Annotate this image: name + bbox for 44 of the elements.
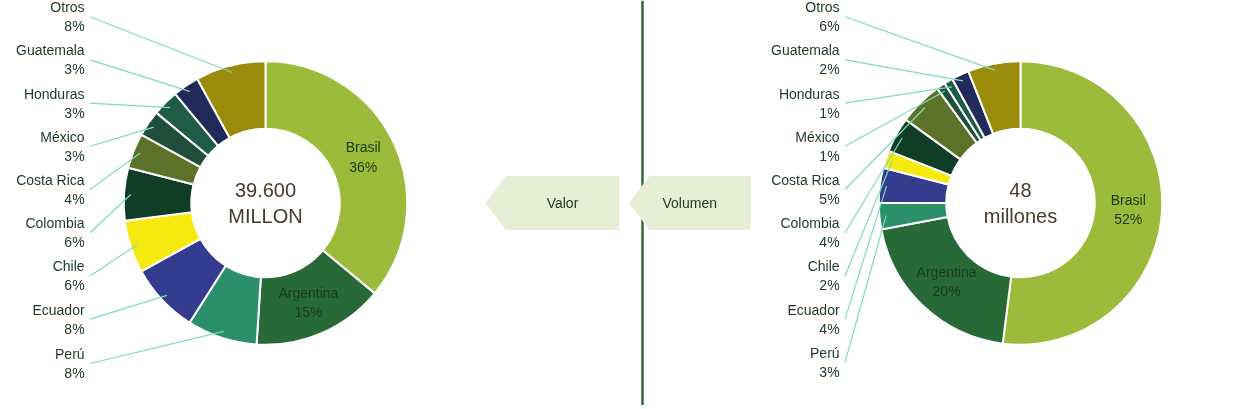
slice-label: Guatemala: [16, 42, 85, 59]
data-label: 4%: [819, 320, 840, 337]
data-label: 2%: [819, 61, 840, 78]
slice-label: Perú: [810, 344, 840, 361]
data-label: 1%: [819, 104, 840, 121]
data-label: 3%: [64, 104, 85, 121]
text: Volumen: [662, 195, 717, 211]
slice-label: Colombia: [780, 215, 840, 232]
slice-label: Chile: [52, 258, 85, 275]
slice-label: Brasil: [1110, 192, 1146, 209]
slice-label: Brasil: [345, 139, 381, 156]
slice-label: Otros: [50, 0, 85, 16]
slice-label: Colombia: [25, 215, 85, 232]
slice-label: Otros: [805, 0, 840, 16]
slice-label: Chile: [807, 258, 840, 275]
text: 48 millones: [983, 178, 1058, 228]
data-label: 3%: [64, 147, 85, 164]
data-label: 6%: [819, 18, 840, 35]
data-label: 6%: [64, 234, 85, 251]
data-label: 52%: [1114, 211, 1143, 228]
data-label: 3%: [64, 61, 85, 78]
slice-label: Guatemala: [771, 42, 840, 59]
data-label: 4%: [64, 191, 85, 208]
slice-label: Honduras: [778, 85, 840, 102]
slice-label: México: [795, 128, 840, 145]
data-label: 1%: [819, 147, 840, 164]
data-label: 36%: [349, 158, 378, 175]
data-label: 8%: [64, 18, 85, 35]
data-label: 5%: [819, 191, 840, 208]
slice-label: México: [40, 128, 85, 145]
slice-label: Costa Rica: [16, 171, 85, 188]
data-label: 8%: [64, 320, 85, 337]
data-label: 2%: [819, 277, 840, 294]
slice-label: Honduras: [23, 85, 85, 102]
data-label: 6%: [64, 277, 85, 294]
text: 39.600 MILLON: [228, 178, 303, 228]
data-label: 3%: [819, 363, 840, 380]
slice-label: Ecuador: [32, 301, 85, 318]
slice-label: Ecuador: [787, 301, 840, 318]
slice-label: Costa Rica: [771, 171, 840, 188]
slice-label: Perú: [55, 345, 85, 362]
text: Valor: [546, 195, 579, 211]
data-label: 8%: [64, 365, 85, 382]
data-label: 4%: [819, 234, 840, 251]
